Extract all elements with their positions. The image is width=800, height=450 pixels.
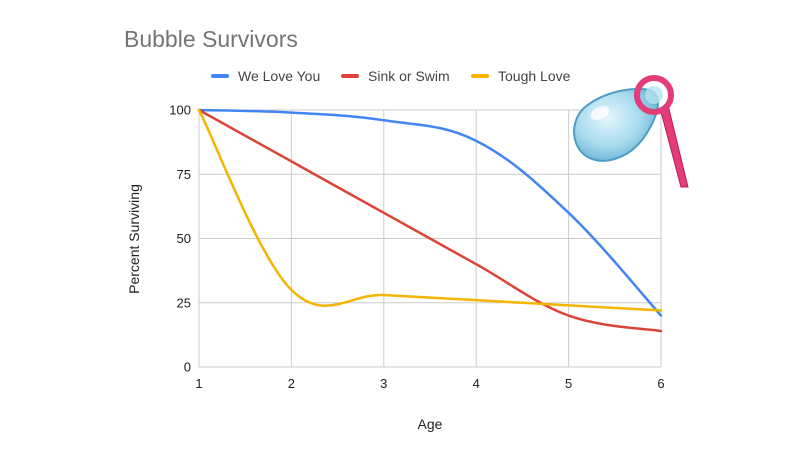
axis-ticks: 0 25 50 75 100 1 2 3 4 5 6 [169,103,664,392]
legend-label-tough-love: Tough Love [498,68,571,84]
wand-handle [659,104,689,188]
x-axis-title: Age [418,416,443,432]
x-tick-label: 1 [195,376,202,391]
y-tick-label: 25 [177,295,191,310]
x-tick-label: 6 [657,376,664,391]
series-line-we-love-you [197,108,663,317]
y-tick-label: 100 [169,103,191,118]
plot-area [197,108,663,333]
bubble-shape [573,88,660,162]
y-tick-label: 50 [177,231,191,246]
chart-title: Bubble Survivors [124,26,298,52]
y-axis-title: Percent Surviving [126,184,142,294]
bubble-highlight [590,106,610,120]
legend-label-sink-or-swim: Sink or Swim [368,68,450,84]
y-tick-label: 0 [184,360,191,375]
x-tick-label: 2 [288,376,295,391]
x-tick-label: 3 [380,376,387,391]
wand-ring [634,75,674,115]
y-tick-label: 75 [177,167,191,182]
x-tick-label: 5 [565,376,572,391]
legend: We Love You Sink or Swim Tough Love [211,68,571,84]
x-tick-label: 4 [473,376,480,391]
bubble-wand-icon [573,75,689,188]
series-line-tough-love [197,108,663,312]
series-line-sink-or-swim [197,108,663,333]
legend-label-we-love-you: We Love You [238,68,320,84]
